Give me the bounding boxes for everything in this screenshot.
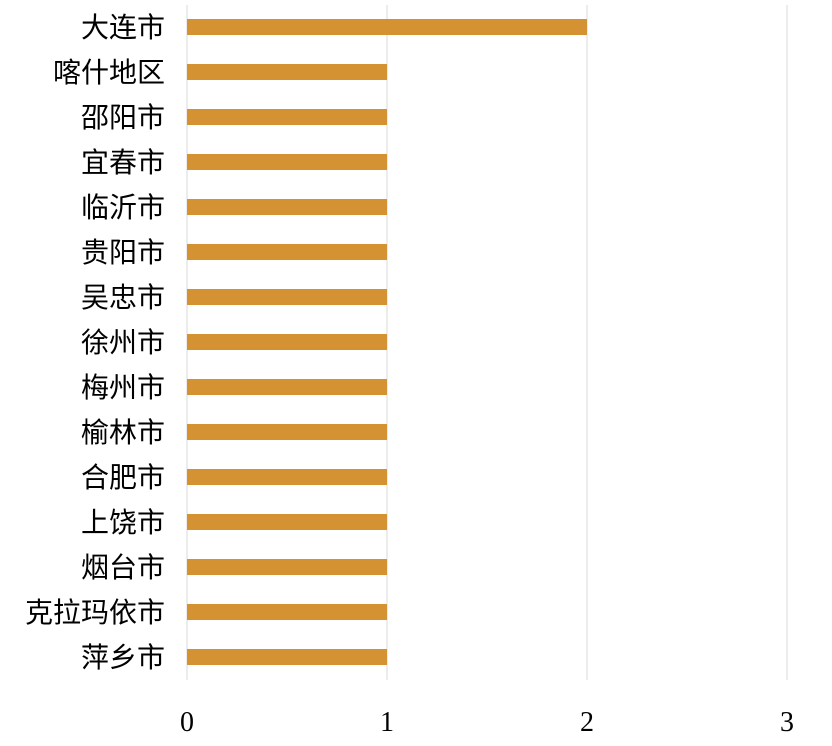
category-label: 邵阳市 bbox=[81, 101, 165, 134]
category-label: 徐州市 bbox=[81, 326, 165, 359]
bar bbox=[187, 199, 387, 215]
bar bbox=[187, 559, 387, 575]
category-label: 大连市 bbox=[81, 11, 165, 44]
x-tick-label: 2 bbox=[580, 707, 594, 738]
bar bbox=[187, 64, 387, 80]
category-label: 合肥市 bbox=[81, 461, 165, 494]
x-tick-label: 3 bbox=[780, 707, 794, 738]
bar bbox=[187, 109, 387, 125]
category-label: 梅州市 bbox=[81, 371, 165, 404]
x-tick-label: 0 bbox=[180, 707, 194, 738]
bar bbox=[187, 514, 387, 530]
category-label: 宜春市 bbox=[81, 146, 165, 179]
bar bbox=[187, 289, 387, 305]
category-label: 上饶市 bbox=[81, 506, 165, 539]
category-label: 萍乡市 bbox=[81, 641, 165, 674]
bar bbox=[187, 154, 387, 170]
category-label: 贵阳市 bbox=[81, 236, 165, 269]
bar bbox=[187, 424, 387, 440]
bar bbox=[187, 604, 387, 620]
bar bbox=[187, 469, 387, 485]
category-label: 克拉玛依市 bbox=[25, 596, 165, 629]
bar bbox=[187, 379, 387, 395]
category-label: 临沂市 bbox=[81, 191, 165, 224]
category-label: 喀什地区 bbox=[53, 56, 165, 89]
bar bbox=[187, 649, 387, 665]
category-label: 吴忠市 bbox=[81, 281, 165, 314]
x-tick-label: 1 bbox=[380, 707, 394, 738]
category-label: 烟台市 bbox=[81, 551, 165, 584]
bar bbox=[187, 19, 587, 35]
bar bbox=[187, 244, 387, 260]
category-label: 榆林市 bbox=[81, 416, 165, 449]
bar bbox=[187, 334, 387, 350]
